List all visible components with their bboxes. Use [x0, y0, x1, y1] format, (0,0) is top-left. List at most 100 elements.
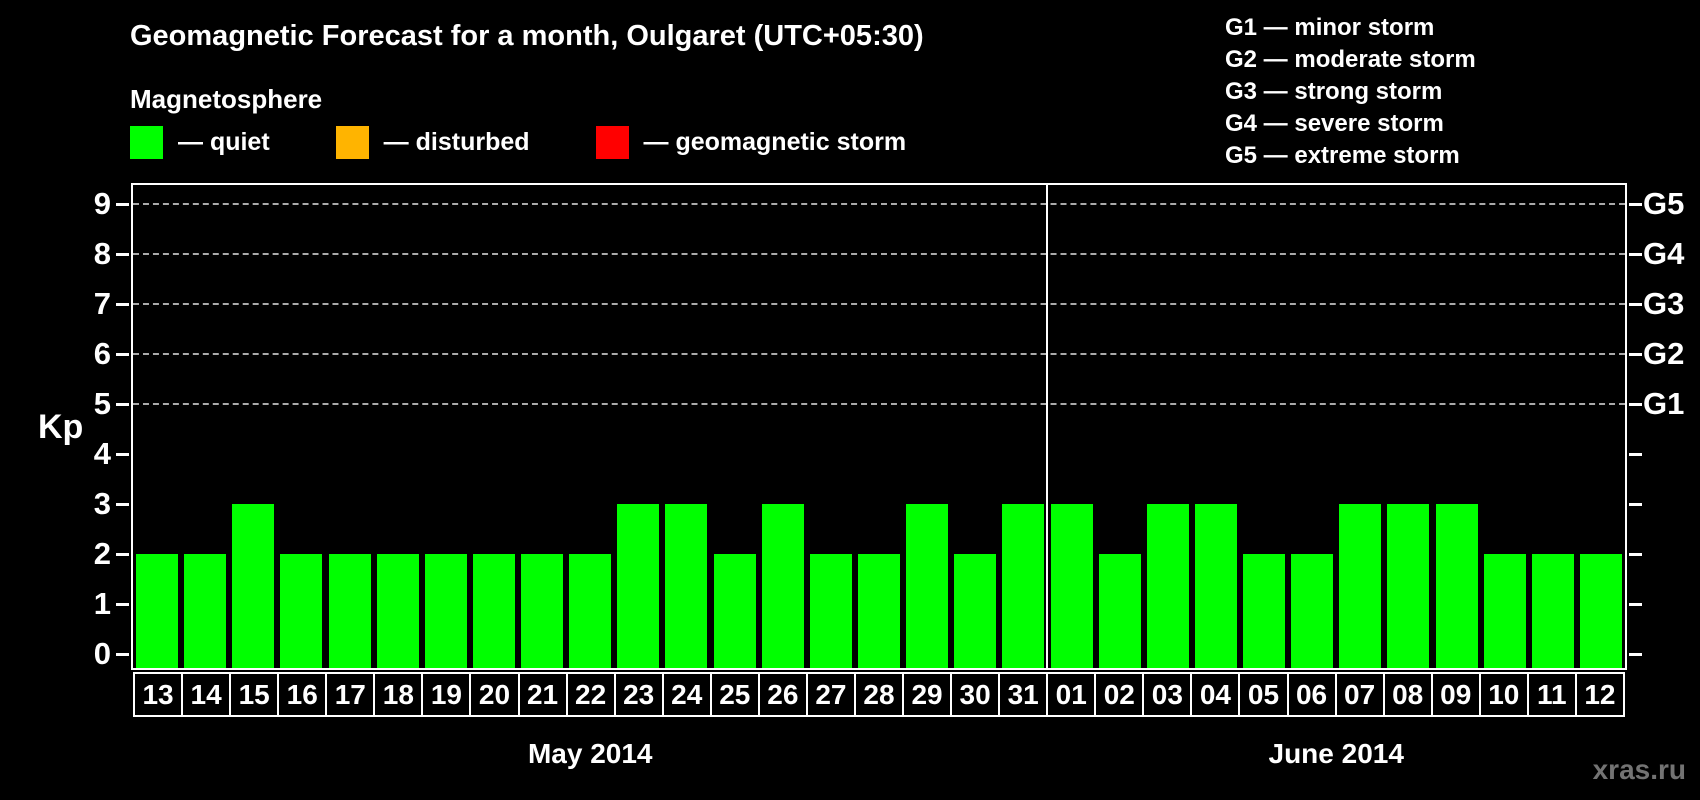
- legend-item-geomagnetic-storm: — geomagnetic storm: [595, 126, 907, 159]
- day-cell-20: 20: [469, 672, 520, 717]
- kp-bar-day-25: [713, 554, 756, 668]
- right-axis-label-g1: G1: [1643, 386, 1685, 421]
- day-cell-12: 12: [1574, 672, 1625, 717]
- magnetosphere-legend-title: Magnetosphere: [130, 84, 323, 114]
- kp-bar-day-21: [521, 554, 564, 668]
- y-tick-right-8: [1629, 253, 1642, 256]
- day-cell-22: 22: [565, 672, 616, 717]
- right-axis-label-g2: G2: [1643, 336, 1685, 371]
- watermark: xras.ru: [1592, 754, 1686, 785]
- legend-label-disturbed: — disturbed: [383, 128, 530, 156]
- day-cell-13: 13: [133, 672, 184, 717]
- y-tick-label-9: 9: [93, 186, 111, 221]
- y-tick-left-3: [116, 503, 129, 506]
- day-cell-08: 08: [1382, 672, 1433, 717]
- kp-bar-day-24: [665, 504, 708, 668]
- gridline-kp6: [133, 353, 1625, 355]
- y-tick-left-9: [116, 203, 129, 206]
- magnetosphere-legend: — quiet — disturbed — geomagnetic storm: [130, 126, 906, 159]
- day-cell-14: 14: [181, 672, 232, 717]
- disturbed-swatch: [335, 126, 369, 159]
- day-cell-26: 26: [757, 672, 808, 717]
- day-cell-31: 31: [998, 672, 1049, 717]
- y-tick-left-2: [116, 553, 129, 556]
- y-tick-label-4: 4: [93, 436, 111, 471]
- g-legend-line-2: G2 — moderate storm: [1225, 46, 1476, 73]
- y-tick-right-2: [1629, 553, 1642, 556]
- gridline-kp5: [133, 403, 1625, 405]
- right-axis-label-g3: G3: [1643, 286, 1685, 321]
- kp-bar-day-15: [232, 504, 275, 668]
- geomagnetic-storm-swatch: [595, 126, 629, 159]
- day-cell-24: 24: [661, 672, 712, 717]
- day-cell-17: 17: [325, 672, 376, 717]
- kp-bar-day-14: [184, 554, 227, 668]
- y-tick-right-5: [1629, 403, 1642, 406]
- y-tick-right-7: [1629, 303, 1642, 306]
- y-tick-label-7: 7: [93, 286, 111, 321]
- g-legend-line-4: G4 — severe storm: [1225, 110, 1444, 137]
- kp-bar-day-26: [761, 504, 804, 668]
- day-cell-21: 21: [517, 672, 568, 717]
- kp-bar-day-30: [954, 554, 997, 668]
- y-tick-left-7: [116, 303, 129, 306]
- day-cell-04: 04: [1190, 672, 1241, 717]
- day-cell-15: 15: [229, 672, 280, 717]
- kp-bar-day-02: [1098, 554, 1141, 668]
- g-legend-line-3: G3 — strong storm: [1225, 78, 1443, 105]
- g-legend-line-5: G5 — extreme storm: [1225, 142, 1460, 169]
- quiet-swatch: [130, 126, 163, 159]
- day-cell-11: 11: [1526, 672, 1577, 717]
- day-cell-19: 19: [421, 672, 472, 717]
- y-tick-label-0: 0: [93, 636, 111, 671]
- y-tick-right-6: [1629, 353, 1642, 356]
- y-axis-title: Kp: [38, 408, 84, 446]
- kp-bar-day-29: [906, 504, 949, 668]
- month-separator-1: [1046, 185, 1049, 668]
- kp-bar-day-23: [617, 504, 660, 668]
- y-tick-label-2: 2: [93, 536, 111, 571]
- y-tick-label-1: 1: [93, 586, 111, 621]
- plot-inner: 0 1 2 3 4 5 6 7 8 9 G1 G2 G3 G4 G5: [94, 185, 1684, 671]
- y-tick-left-0: [116, 653, 129, 656]
- legend-label-quiet: — quiet: [178, 128, 270, 156]
- gridline-kp7: [133, 303, 1625, 305]
- day-axis: 13 14 15 16 17 18 19 20 21 22 23 24 25 26 27 28 29 30 31 01…: [133, 672, 1625, 717]
- plot-area: 0 1 2 3 4 5 6 7 8 9 G1 G2 G3 G4 G5: [94, 183, 1684, 671]
- kp-bar-day-01: [1050, 504, 1093, 668]
- kp-bar-day-07: [1339, 504, 1382, 668]
- y-tick-right-0: [1629, 653, 1642, 656]
- kp-bar-day-06: [1291, 554, 1334, 668]
- y-tick-label-3: 3: [93, 486, 111, 521]
- day-cell-25: 25: [709, 672, 760, 717]
- day-cell-10: 10: [1478, 672, 1529, 717]
- y-tick-right-1: [1629, 603, 1642, 606]
- day-cell-07: 07: [1334, 672, 1385, 717]
- right-axis-label-g5: G5: [1643, 186, 1685, 221]
- y-tick-label-6: 6: [93, 336, 111, 371]
- kp-bar-day-31: [1002, 504, 1045, 668]
- y-tick-left-8: [116, 253, 129, 256]
- gridline-kp9: [133, 203, 1625, 205]
- kp-bar-day-09: [1435, 504, 1478, 668]
- right-axis-label-g4: G4: [1643, 236, 1685, 271]
- y-tick-left-6: [116, 353, 129, 356]
- gridline-kp8: [133, 253, 1625, 255]
- month-label-1: May 2014: [527, 738, 653, 769]
- kp-bar-day-20: [472, 554, 515, 668]
- legend-label-geomagnetic-storm: — geomagnetic storm: [643, 128, 907, 156]
- legend-item-quiet: — quiet: [130, 126, 270, 159]
- kp-bar-day-28: [858, 554, 900, 668]
- day-cell-18: 18: [373, 672, 424, 717]
- kp-bar-day-10: [1483, 554, 1526, 668]
- g-legend-line-1: G1 — minor storm: [1225, 14, 1435, 41]
- day-cell-02: 02: [1094, 672, 1145, 717]
- legend-item-disturbed: — disturbed: [335, 126, 530, 159]
- day-cell-06: 06: [1286, 672, 1337, 717]
- month-label-2: June 2014: [1268, 738, 1404, 769]
- g-scale-legend: G1 — minor storm G2 — moderate storm G3 — …: [1225, 12, 1476, 172]
- kp-bar-day-19: [424, 554, 467, 668]
- kp-bar-day-27: [809, 554, 852, 668]
- y-tick-left-4: [116, 453, 129, 456]
